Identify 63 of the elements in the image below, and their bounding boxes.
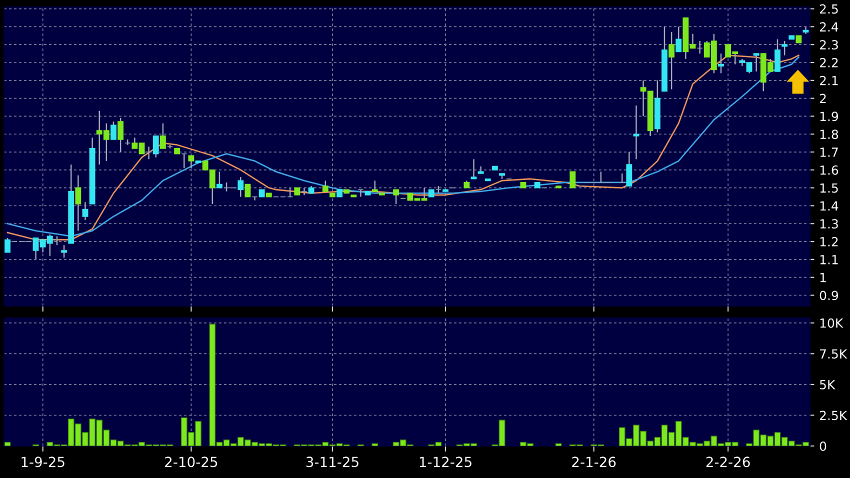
candlestick	[718, 52, 724, 74]
candlestick	[238, 176, 244, 198]
candlestick	[152, 135, 159, 158]
x-tick-label: 2-10-25	[165, 456, 218, 468]
candlestick	[188, 154, 194, 169]
candlestick	[252, 196, 258, 201]
candlestick	[470, 158, 477, 180]
y-tick-label: 2.2	[820, 58, 838, 68]
y-tick-label: 1.6	[820, 165, 838, 175]
candlestick	[753, 52, 760, 72]
y-tick-label: 1.8	[820, 130, 838, 140]
bar	[555, 443, 562, 446]
y-tick-label: 1.2	[820, 237, 838, 246]
x-tick-label: 2-1-26	[572, 456, 616, 468]
candlestick	[181, 153, 188, 169]
candlestick	[393, 189, 400, 205]
bar	[372, 443, 378, 446]
x-tick-label: 1-9-25	[22, 456, 64, 468]
y-tick-label: 5K	[820, 380, 836, 390]
y-tick-label: 10K	[820, 318, 844, 328]
candlestick	[774, 38, 780, 72]
candlestick	[676, 26, 682, 52]
y-tick-label: 1.3	[820, 219, 838, 229]
y-tick-label: 2.4	[820, 22, 838, 32]
y-tick-label: 2.3	[820, 40, 838, 50]
x-tick-label: 3-11-25	[306, 456, 358, 468]
candlestick	[75, 174, 82, 232]
y-tick-label: 1.4	[820, 201, 838, 210]
candlestick	[160, 122, 166, 150]
x-tick-label: 1-12-25	[420, 456, 472, 468]
candlestick	[626, 151, 632, 187]
candlestick	[633, 104, 640, 160]
candlestick	[570, 171, 576, 188]
candlestick	[322, 180, 328, 192]
y-tick-label: 1.7	[820, 148, 838, 157]
y-tick-label: 1	[820, 272, 826, 282]
candlestick	[598, 171, 604, 184]
candlestick	[4, 237, 10, 253]
candlestick	[110, 120, 116, 140]
candlestick	[372, 180, 378, 192]
y-tick-label: 1.9	[820, 112, 838, 122]
candlestick	[782, 40, 788, 56]
candlestick	[358, 189, 364, 198]
candlestick	[82, 202, 88, 221]
candlestick	[118, 117, 124, 153]
y-tick-label: 0	[820, 441, 826, 451]
candlestick	[146, 146, 152, 160]
y-tick-label: 2.5K	[820, 410, 848, 420]
y-tick-label: 2.5	[820, 4, 838, 14]
candlestick	[696, 40, 703, 54]
y-tick-label: 0.9	[820, 290, 838, 300]
bar	[4, 442, 11, 446]
y-tick-label: 1.5	[820, 183, 838, 193]
y-tick-label: 2	[820, 94, 826, 104]
x-tick-label: 2-2-26	[706, 456, 750, 468]
candlestick	[244, 184, 251, 198]
candlestick	[61, 244, 68, 258]
y-tick-label: 7.5K	[820, 349, 848, 359]
candlestick	[216, 171, 222, 188]
y-tick-label: 1.1	[820, 255, 838, 264]
y-tick-label: 2.1	[820, 76, 838, 86]
candlestick	[301, 187, 308, 196]
candlestick	[668, 31, 675, 90]
